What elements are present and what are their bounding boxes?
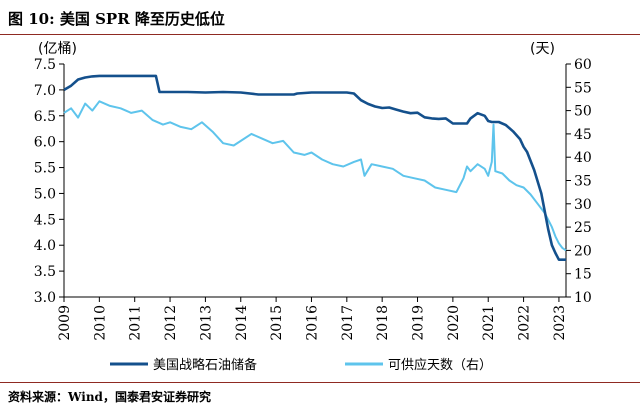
days-of-supply-line [63,100,567,252]
right-tick-label: 20 [574,243,592,259]
right-tick-label: 30 [574,197,592,213]
right-tick-label: 60 [574,57,592,73]
left-tick-label: 6.5 [34,109,56,125]
left-tick-label: 6.0 [34,135,56,151]
right-axis-unit: (天) [530,41,555,57]
right-tick-label: 15 [574,267,592,283]
x-tick-label: 2017 [340,305,356,341]
chart-lines [63,74,567,262]
right-tick-label: 50 [574,104,592,120]
left-tick-label: 3.0 [34,290,56,306]
x-tick-label: 2016 [304,305,320,341]
figure-title: 图 10: 美国 SPR 降至历史低位 [8,10,225,28]
title-rule [0,34,640,35]
chart-legend: 美国战略石油储备 可供应天数（右） [110,357,492,373]
x-tick-label: 2010 [92,305,108,341]
left-tick-label: 3.5 [34,264,56,280]
right-tick-label: 55 [574,80,592,96]
x-tick-label: 2012 [163,305,179,341]
left-tick-label: 5.5 [34,161,56,177]
x-tick-label: 2015 [269,305,285,341]
x-tick-label: 2021 [481,305,497,341]
left-tick-label: 5.0 [34,186,56,202]
x-tick-label: 2019 [411,305,427,341]
right-tick-label: 25 [574,220,592,236]
x-tick-label: 2013 [198,305,214,341]
right-tick-label: 10 [574,290,592,306]
right-tick-label: 35 [574,174,592,190]
left-tick-label: 7.5 [34,57,56,73]
right-tick-label: 45 [574,127,592,143]
left-axis-unit: (亿桶) [38,41,77,57]
chart-axes: 3.0 3.5 4.0 4.5 5.0 5.5 6.0 6.5 7.0 7.5 10 15 20 25 30… [34,41,592,341]
x-tick-label: 2009 [57,305,73,341]
x-tick-label: 2011 [128,305,144,341]
left-tick-label: 4.5 [34,212,56,228]
right-tick-label: 40 [574,150,592,166]
left-tick-label: 4.0 [34,238,56,254]
x-tick-label: 2014 [234,305,250,341]
source-note: 资料来源：Wind，国泰君安证券研究 [8,390,211,404]
legend-reserve-label: 美国战略石油储备 [153,357,257,373]
strategic-reserve-line [63,74,566,262]
legend-days-label: 可供应天数（右） [388,357,492,373]
source-rule [0,382,640,383]
x-tick-label: 2018 [375,305,391,341]
left-tick-label: 7.0 [34,83,56,99]
x-tick-label: 2020 [446,305,462,341]
dual-axis-line-chart: 3.0 3.5 4.0 4.5 5.0 5.5 6.0 6.5 7.0 7.5 10 15 20 25 30… [34,41,592,373]
x-tick-label: 2023 [552,305,568,341]
x-tick-label: 2022 [517,305,533,341]
